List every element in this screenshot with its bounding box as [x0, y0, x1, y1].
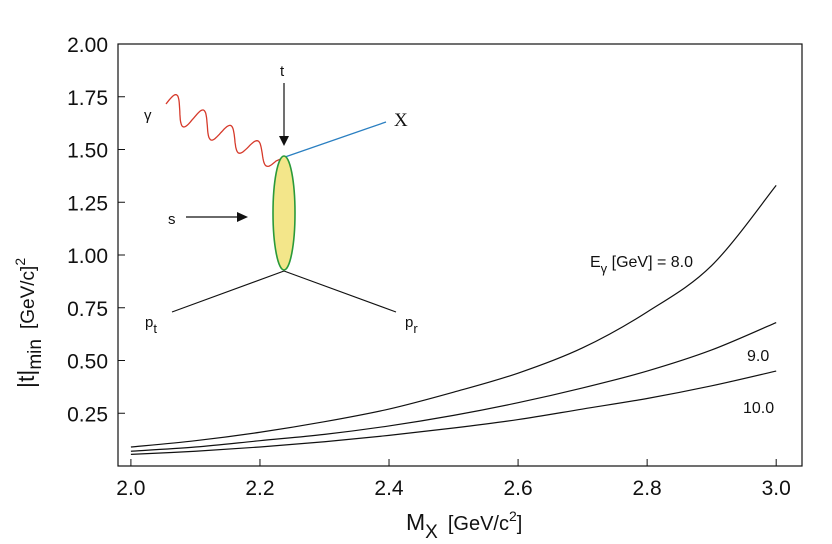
pt-line: [171, 270, 285, 313]
t-arrow-head: [279, 136, 289, 146]
inset-t-label: t: [280, 63, 285, 80]
inset-x-label: X: [394, 110, 408, 131]
inset-pt-label: pt: [145, 314, 157, 336]
inset-pr-sub: r: [413, 321, 418, 336]
y-axis-title: |t|min [GeV/c]2: [12, 258, 46, 388]
series-label-8-prefix: E: [590, 254, 601, 271]
y-axis-title-units: [GeV/c]: [18, 266, 39, 329]
ticks-layer: 2.0 2.2 2.4 2.6 2.8 3.0 0.25 0.50 0.75 1.00 1.25 1.…: [67, 34, 791, 500]
pr-line: [283, 270, 397, 313]
series-line-9-0: [130, 321, 777, 452]
y-axis-title-units-sup: 2: [12, 258, 28, 266]
x-axis-title-units-sup: 2: [509, 508, 517, 524]
x-tick-label-0: 2.0: [116, 477, 145, 500]
y-tick-label-5: 1.50: [67, 140, 108, 163]
y-tick-label-7: 2.00: [67, 34, 108, 57]
series-label-9: 9.0: [747, 348, 769, 365]
plot-frame: [117, 43, 803, 467]
series-label-8-rest: [GeV] = 8.0: [607, 254, 693, 271]
x-axis-title-units-close: ]: [517, 513, 523, 535]
series-label-10: 10.0: [743, 400, 774, 417]
y-tick-label-6: 1.75: [67, 87, 108, 110]
inset-diagram: t γ X s pt pr: [144, 63, 418, 336]
curves-layer: [130, 184, 777, 455]
series-line-10-0: [130, 370, 777, 455]
y-tick-label-0: 0.25: [67, 403, 108, 426]
inset-s-label: s: [168, 211, 176, 228]
y-tick-label-1: 0.50: [67, 351, 108, 374]
y-tick-label-3: 1.00: [67, 245, 108, 268]
photon-wavy-line: [165, 94, 286, 168]
interaction-blob: [272, 155, 296, 271]
x-outgoing-line: [284, 121, 387, 158]
x-tick-label-2: 2.4: [374, 477, 404, 500]
y-axis-title-sub: min: [25, 339, 46, 370]
y-tick-label-2: 0.75: [67, 298, 108, 321]
inset-gamma-label: γ: [144, 107, 152, 124]
x-axis-title: MX [GeV/c2]: [406, 508, 522, 543]
x-tick-label-3: 2.6: [503, 477, 532, 500]
x-axis-title-sub: X: [425, 522, 438, 543]
inset-pt-sub: t: [153, 321, 157, 336]
x-axis-title-units: [GeV/c: [448, 513, 509, 535]
series-label-8-sub: γ: [601, 261, 608, 276]
x-tick-label-1: 2.2: [245, 477, 274, 500]
y-tick-label-4: 1.25: [67, 192, 108, 215]
x-tick-label-5: 3.0: [762, 477, 791, 500]
series-label-8: Eγ [GeV] = 8.0: [590, 254, 693, 276]
inset-pr-label: pr: [405, 314, 418, 336]
s-arrow-head: [237, 212, 248, 222]
x-axis-title-main: M: [406, 509, 425, 535]
y-axis-title-main: |t|: [13, 370, 39, 388]
x-tick-label-4: 2.8: [633, 477, 662, 500]
series-line-8-0: [130, 184, 777, 448]
inset-pr-main: p: [405, 314, 413, 331]
inset-pt-main: p: [145, 314, 153, 331]
